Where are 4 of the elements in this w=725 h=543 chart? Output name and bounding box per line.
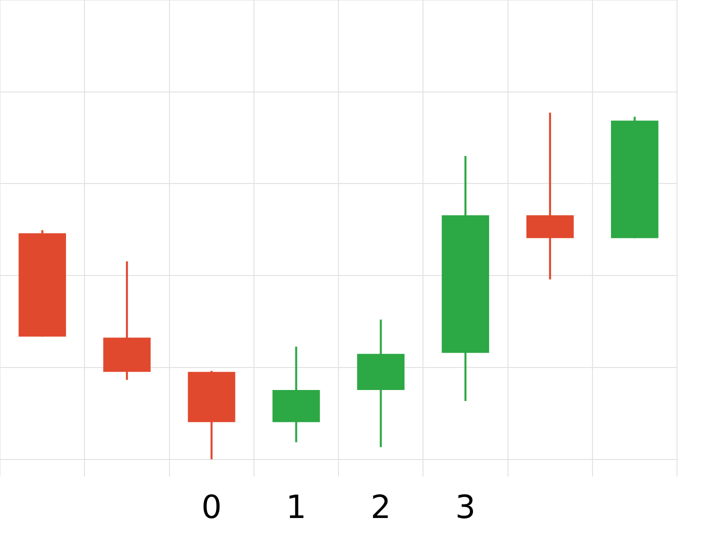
- x-tick-label: 1: [286, 488, 306, 526]
- x-tick-label: 3: [455, 488, 476, 526]
- x-tick-label: 2: [370, 488, 391, 526]
- x-tick-label: 0: [201, 488, 222, 526]
